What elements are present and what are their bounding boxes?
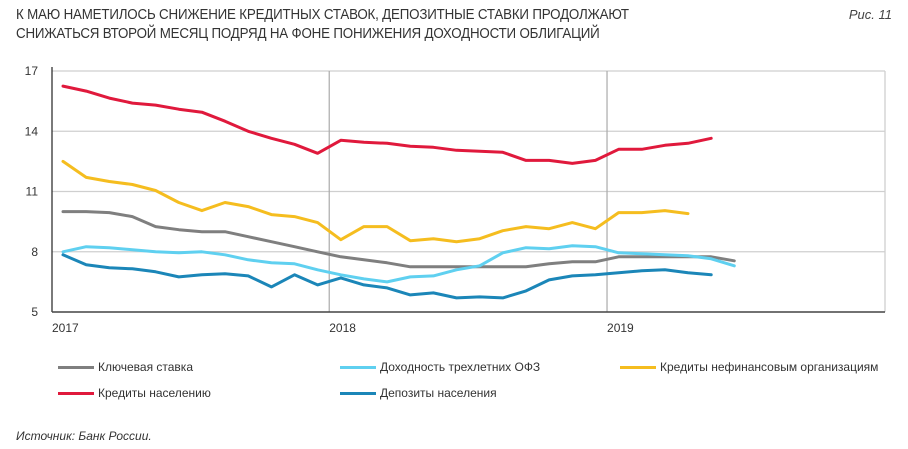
y-tick-label: 17 [25,64,39,78]
y-axis-ticks: 5 8 11 14 17 [25,64,39,319]
legend-item: Доходность трехлетних ОФЗ [340,359,540,375]
series-line-3 [61,84,713,165]
legend-swatch [340,365,376,369]
x-tick-label: 2017 [52,321,79,335]
chart-title-line-2: СНИЖАТЬСЯ ВТОРОЙ МЕСЯЦ ПОДРЯД НА ФОНЕ ПО… [16,26,600,42]
legend-label: Кредиты населению [98,386,211,400]
series-line-1 [61,244,736,284]
y-tick-label: 14 [25,124,39,138]
figure-label: Рис. 11 [848,7,892,22]
legend-swatch [620,365,656,369]
y-tick-label: 5 [31,305,38,319]
line-chart: 5 8 11 14 17 2017 2018 2019 [25,64,886,335]
legend-label: Доходность трехлетних ОФЗ [380,360,541,374]
y-tick-label: 8 [31,245,38,259]
legend: Ключевая ставка Доходность трехлетних ОФЗ… [0,355,908,405]
legend-swatch [340,391,376,395]
x-tick-label: 2018 [329,321,356,335]
legend-item: Кредиты населению [58,385,211,401]
series-line-0 [61,210,736,269]
legend-label: Ключевая ставка [98,360,193,374]
legend-swatch [58,391,94,395]
legend-label: Кредиты нефинансовым организациям [660,360,879,374]
legend-item: Ключевая ставка [58,359,193,375]
x-tick-label: 2019 [607,321,634,335]
series-lines [61,84,736,300]
source-note: Источник: Банк России. [16,429,152,443]
x-axis-ticks: 2017 2018 2019 [52,321,634,335]
chart-title: К МАЮ НАМЕТИЛОСЬ СНИЖЕНИЕ КРЕДИТНЫХ СТАВ… [16,6,660,44]
legend-item: Депозиты населения [340,385,497,401]
series-line-2 [61,159,690,244]
y-tick-label: 11 [26,185,39,199]
chart-title-line-1: К МАЮ НАМЕТИЛОСЬ СНИЖЕНИЕ КРЕДИТНЫХ СТАВ… [16,7,629,23]
legend-swatch [58,365,94,369]
series-line-4 [61,253,713,300]
legend-item: Кредиты нефинансовым организациям [620,359,878,375]
legend-label: Депозиты населения [380,386,497,400]
